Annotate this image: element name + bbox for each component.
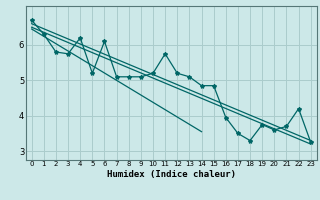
X-axis label: Humidex (Indice chaleur): Humidex (Indice chaleur) xyxy=(107,170,236,179)
